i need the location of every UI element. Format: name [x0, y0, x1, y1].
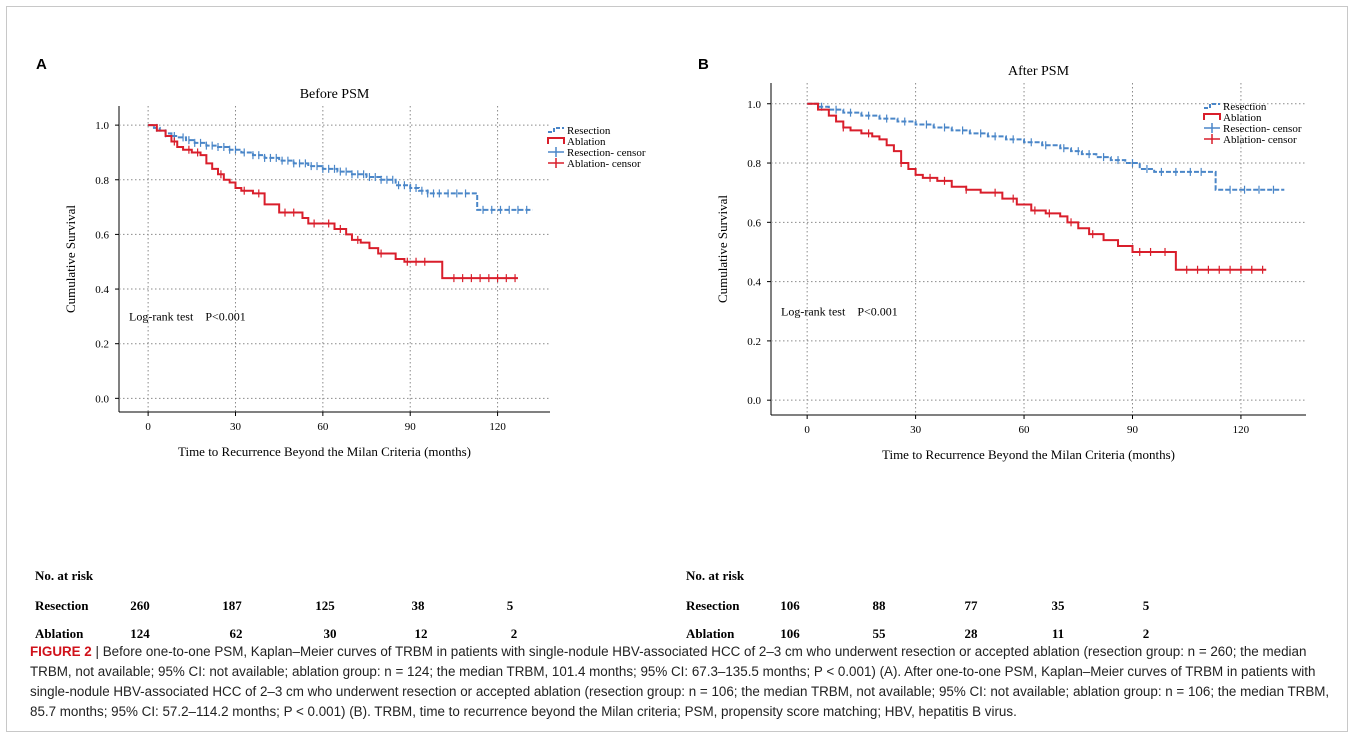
risk-table-header: No. at risk	[686, 568, 745, 583]
caption-separator: |	[91, 644, 103, 659]
risk-value: 106	[780, 598, 800, 613]
plot-area	[119, 106, 550, 412]
x-tick-label: 30	[230, 421, 242, 433]
x-tick-label: 90	[1127, 424, 1139, 436]
risk-row-ablation: Ablation 106 55 28 11 2	[686, 626, 1286, 644]
risk-row-label: Ablation	[35, 626, 84, 641]
risk-value: 88	[872, 598, 886, 613]
x-tick-label: 0	[804, 424, 810, 436]
panel-letter-b: B	[698, 56, 709, 73]
risk-value: 35	[1051, 598, 1065, 613]
y-tick-label: 1.0	[95, 120, 109, 132]
x-tick-label: 120	[1233, 424, 1250, 436]
legend-label: Ablation- censor	[1223, 134, 1297, 146]
y-axis-label: Cumulative Survival	[63, 205, 78, 313]
log-rank-annotation: Log-rank test P<0.001	[781, 304, 898, 318]
risk-value: 125	[315, 598, 335, 613]
risk-value: 38	[411, 598, 425, 613]
x-tick-label: 30	[910, 424, 922, 436]
risk-value: 28	[964, 626, 978, 641]
y-tick-label: 1.0	[747, 99, 761, 111]
risk-value: 12	[414, 626, 428, 641]
risk-row-resection: Resection 106 88 77 35 5	[686, 598, 1286, 616]
y-tick-label: 0.2	[95, 339, 109, 351]
chart-title: After PSM	[1008, 64, 1070, 79]
risk-row-label: Resection	[686, 598, 740, 613]
km-chart-before-psm: 0 30 60 90 120 0.0 0.2 0.4 0.6 0.8 1.0 Before PSM Ti…	[63, 87, 646, 459]
series-line-resection	[807, 102, 1285, 191]
chart-title: Before PSM	[300, 87, 370, 102]
risk-row-label: Ablation	[686, 626, 735, 641]
legend-swatch-resection	[548, 127, 564, 133]
risk-value: 2	[510, 626, 518, 641]
risk-value: 55	[872, 626, 886, 641]
risk-value: 77	[964, 598, 978, 613]
y-tick-label: 0.0	[95, 393, 109, 405]
risk-value: 62	[229, 626, 243, 641]
legend-swatch-ablation	[1203, 113, 1221, 120]
risk-value: 124	[130, 626, 150, 641]
y-tick-label: 0.8	[95, 175, 109, 187]
risk-row-resection: Resection 260 187 125 38 5	[35, 598, 635, 616]
series-line-ablation	[148, 124, 518, 280]
figure-frame	[6, 6, 1348, 732]
legend-label: Ablation	[1223, 112, 1262, 124]
x-tick-label: 60	[317, 421, 329, 433]
risk-table-header: No. at risk	[35, 568, 94, 583]
legend-label: Resection	[567, 125, 611, 137]
risk-row-ablation: Ablation 124 62 30 12 2	[35, 626, 635, 644]
y-tick-label: 0.0	[747, 395, 761, 407]
legend-swatch-resection	[1204, 103, 1220, 109]
km-chart-after-psm: 0 30 60 90 120 0.0 0.2 0.4 0.6 0.8 1.0 After PSM Tim…	[715, 64, 1306, 462]
y-tick-label: 0.6	[747, 217, 761, 229]
y-axis-label: Cumulative Survival	[715, 195, 730, 303]
legend-label: Resection- censor	[567, 147, 646, 159]
y-tick-label: 0.2	[747, 336, 761, 348]
x-tick-label: 0	[145, 421, 151, 433]
legend-label: Ablation- censor	[567, 158, 641, 170]
risk-value: 30	[323, 626, 337, 641]
series-line-ablation	[807, 102, 1267, 271]
legend-label: Resection	[1223, 101, 1267, 113]
risk-row-label: Resection	[35, 598, 89, 613]
panel-letter-a: A	[36, 56, 47, 73]
risk-value: 5	[506, 598, 514, 613]
x-tick-label: 60	[1019, 424, 1031, 436]
x-axis-label: Time to Recurrence Beyond the Milan Crit…	[882, 447, 1175, 462]
y-tick-label: 0.6	[95, 229, 109, 241]
legend-swatch-ablation	[547, 137, 565, 144]
figure-label: FIGURE 2	[30, 644, 92, 659]
legend-label: Ablation	[567, 136, 606, 148]
x-tick-label: 90	[405, 421, 417, 433]
y-tick-label: 0.8	[747, 158, 761, 170]
risk-value: 106	[780, 626, 800, 641]
x-tick-label: 120	[489, 421, 506, 433]
risk-value: 187	[222, 598, 242, 613]
caption-text: Before one-to-one PSM, Kaplan–Meier curv…	[30, 644, 1330, 719]
figure-caption: FIGURE 2 | Before one-to-one PSM, Kaplan…	[30, 642, 1330, 722]
y-tick-label: 0.4	[95, 284, 109, 296]
risk-value: 260	[130, 598, 150, 613]
legend-label: Resection- censor	[1223, 123, 1302, 135]
x-axis-label: Time to Recurrence Beyond the Milan Crit…	[178, 444, 471, 459]
risk-value: 11	[1051, 626, 1065, 641]
risk-value: 5	[1142, 598, 1150, 613]
risk-value: 2	[1142, 626, 1150, 641]
log-rank-annotation: Log-rank test P<0.001	[129, 309, 246, 323]
y-tick-label: 0.4	[747, 277, 761, 289]
